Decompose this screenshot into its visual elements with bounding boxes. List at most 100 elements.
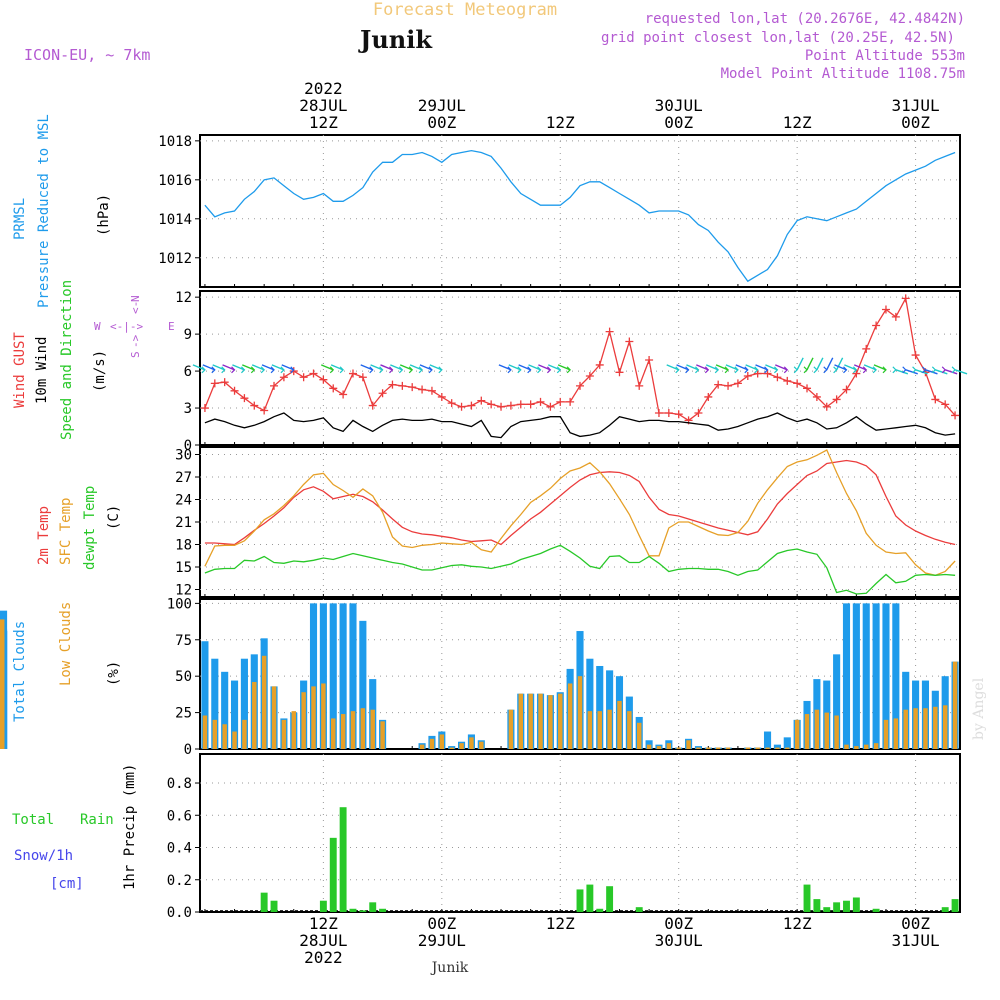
wind-arrow-head bbox=[724, 366, 729, 374]
wind-arrow bbox=[863, 364, 877, 371]
low-cloud-bar bbox=[864, 744, 869, 749]
gust-point bbox=[516, 400, 525, 409]
temp-dewpt-label: dewpt Temp bbox=[82, 486, 98, 570]
gust-point bbox=[822, 402, 831, 411]
wind-arrow-head bbox=[773, 366, 779, 374]
wind-arrow bbox=[498, 364, 512, 371]
wind-arrow bbox=[796, 357, 804, 371]
gust-point bbox=[309, 369, 318, 378]
rain-label: Rain bbox=[80, 812, 114, 828]
gust-point bbox=[773, 373, 782, 382]
low-cloud-bar bbox=[419, 744, 425, 749]
wind-speed-dir-label: Speed and Direction bbox=[59, 280, 75, 440]
wind-arrow bbox=[915, 369, 928, 375]
low-cloud-bar bbox=[676, 747, 681, 749]
wind-arrow-head bbox=[754, 366, 759, 374]
gust-point bbox=[812, 392, 821, 401]
gust-point bbox=[339, 390, 348, 399]
wind-arrow bbox=[192, 364, 206, 371]
gust-point bbox=[674, 410, 683, 419]
gust-point bbox=[358, 373, 367, 382]
wind-arrow bbox=[745, 364, 758, 371]
y-tick-label: 9 bbox=[184, 327, 192, 343]
gust-point bbox=[654, 408, 663, 417]
rain-bar bbox=[813, 899, 821, 912]
rain-bar bbox=[635, 907, 643, 912]
wind-arrow-head bbox=[912, 366, 917, 374]
wind-arrow-head bbox=[240, 366, 246, 374]
watermark: by Angel bbox=[971, 677, 987, 740]
y-tick-label: 0.0 bbox=[167, 905, 192, 921]
low-cloud-bar bbox=[686, 740, 691, 749]
gust-point bbox=[230, 386, 239, 395]
low-cloud-bar bbox=[518, 693, 523, 749]
bottom-axis-label: 00Z bbox=[664, 914, 693, 933]
y-tick-label: 6 bbox=[184, 364, 192, 380]
y-tick-label: 0.6 bbox=[167, 808, 192, 824]
compass-rose: N <- -> S W <-|-> E bbox=[94, 295, 175, 358]
y-tick-label: 0.2 bbox=[167, 873, 192, 889]
gust-point bbox=[467, 401, 476, 410]
wind-arrow-head bbox=[379, 366, 384, 374]
wind-arrow-head bbox=[951, 366, 956, 374]
rain-bar bbox=[803, 884, 811, 912]
bottom-axis-label: 12Z bbox=[309, 914, 338, 933]
y-tick-label: 12 bbox=[175, 290, 192, 306]
rain-bar bbox=[359, 910, 367, 912]
low-cloud-bar bbox=[646, 744, 652, 749]
model-altitude: Model Point Altitude 1108.75m bbox=[721, 66, 965, 82]
rain-bar bbox=[606, 886, 614, 912]
wind-arrow bbox=[686, 364, 699, 371]
wind-arrow bbox=[725, 364, 739, 371]
low-cloud-bar bbox=[637, 722, 642, 749]
wind-arrow-head bbox=[428, 366, 433, 374]
wind-arrow-head bbox=[369, 366, 374, 374]
low-cloud-bar bbox=[252, 682, 257, 749]
rain-bar bbox=[951, 899, 959, 912]
clouds-panel: 0 25 50 75 100 bbox=[0, 596, 961, 758]
wind-arrow bbox=[528, 364, 541, 371]
gust-point bbox=[625, 337, 634, 346]
total-cloud-bar bbox=[596, 665, 604, 749]
gust-point bbox=[487, 400, 496, 409]
gust-point bbox=[279, 373, 288, 382]
y-tick-label: 18 bbox=[175, 538, 192, 554]
wind-arrow bbox=[547, 364, 561, 371]
bottom-axis-label: 28JUL bbox=[299, 931, 347, 950]
series-line-dewpt-temp bbox=[204, 544, 956, 595]
bottom-axis-label: 12Z bbox=[546, 914, 575, 933]
low-cloud-bar bbox=[380, 721, 385, 749]
wind-arrow bbox=[380, 364, 393, 371]
low-cloud-bar bbox=[548, 695, 553, 749]
top-axis-label: 12Z bbox=[546, 113, 575, 132]
wind-arrow bbox=[905, 369, 918, 375]
y-tick-label: 0 bbox=[184, 742, 192, 758]
low-cloud-bar bbox=[715, 747, 721, 749]
rain-bar bbox=[596, 908, 604, 912]
low-cloud-bar bbox=[242, 719, 247, 749]
compass-north: N bbox=[129, 295, 142, 302]
rain-bar bbox=[941, 907, 949, 912]
low-cloud-bar bbox=[893, 718, 899, 749]
wind-arrow bbox=[826, 357, 834, 371]
wind-arrow-head bbox=[892, 366, 897, 374]
y-tick-label: 30 bbox=[175, 448, 192, 464]
wind-arrow-head bbox=[438, 366, 443, 374]
wind-arrow bbox=[399, 364, 413, 371]
wind-arrow-head bbox=[685, 366, 690, 374]
gust-point bbox=[546, 402, 555, 411]
y-tick-label: 1016 bbox=[158, 173, 192, 189]
y-tick-label: 1012 bbox=[158, 251, 192, 267]
wind-arrow-head bbox=[823, 366, 828, 374]
gust-point bbox=[497, 402, 506, 411]
gust-point bbox=[901, 294, 910, 303]
wind-arrow-head bbox=[833, 366, 838, 374]
wind-arrow bbox=[330, 364, 344, 371]
total-cloud-bar bbox=[211, 658, 219, 749]
low-cloud-bar bbox=[340, 714, 346, 749]
y-tick-label: 0.4 bbox=[167, 841, 192, 857]
gust-point bbox=[250, 401, 259, 410]
total-cloud-bar bbox=[842, 603, 851, 749]
wind-arrow bbox=[429, 364, 443, 371]
rain-bar bbox=[576, 889, 584, 912]
